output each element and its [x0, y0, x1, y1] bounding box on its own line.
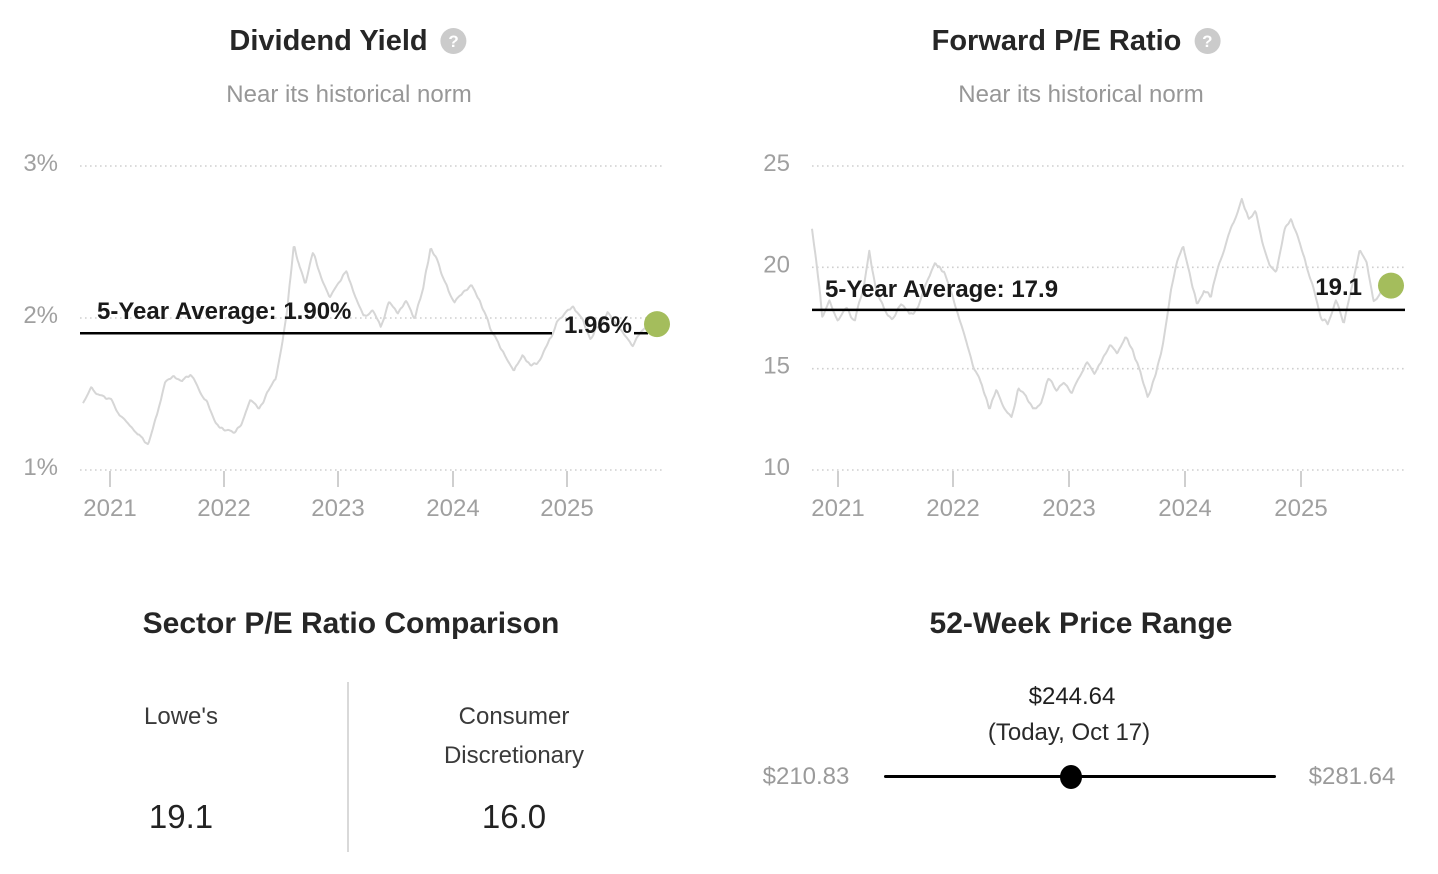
x-axis-label: 2024 — [1158, 495, 1211, 522]
sector-right-label-line1: Consumer — [458, 703, 570, 730]
y-axis-label: 10 — [763, 454, 790, 481]
x-axis-label: 2021 — [83, 495, 136, 522]
current-price: $244.64 — [1028, 683, 1116, 710]
dividend-yield-title: Dividend Yield — [229, 25, 428, 57]
dividend-yield-help-icon[interactable]: ? — [440, 28, 467, 54]
dividend-yield-subtitle: Near its historical norm — [226, 81, 472, 108]
dividend-yield-chart: 3% 2% 1% 2021 2022 2023 2024 2025 5-Year Average… — [23, 150, 670, 522]
current-value-dot — [644, 311, 670, 338]
range-high-label: $281.64 — [1308, 763, 1396, 790]
sector-column-divider — [347, 682, 349, 852]
forward-pe-title: Forward P/E Ratio — [931, 25, 1182, 57]
range-low-label: $210.83 — [762, 763, 850, 790]
current-price-note: (Today, Oct 17) — [987, 719, 1151, 746]
x-axis-label: 2022 — [926, 495, 979, 522]
y-axis-label: 1% — [23, 454, 58, 481]
x-axis-label: 2024 — [426, 495, 479, 522]
y-axis-label: 20 — [763, 251, 790, 278]
sector-right-value: 16.0 — [481, 798, 547, 835]
x-axis-label: 2023 — [311, 495, 364, 522]
average-label: 5-Year Average: 1.90% — [97, 298, 351, 325]
x-axis-label: 2022 — [197, 495, 250, 522]
average-label: 5-Year Average: 17.9 — [825, 276, 1058, 303]
series-line — [811, 197, 1386, 418]
sector-left-label: Lowe's — [144, 703, 218, 730]
series-line — [82, 246, 651, 446]
forward-pe-help-icon[interactable]: ? — [1194, 28, 1221, 54]
forward-pe-chart: 25 20 15 10 2021 2022 2023 2024 2025 5-Year Avera… — [763, 150, 1405, 522]
sector-right-label-line2: Discretionary — [443, 742, 585, 769]
current-value-label: 1.96% — [564, 312, 632, 339]
price-range-marker — [1060, 765, 1083, 789]
x-axis-label: 2025 — [1274, 495, 1327, 522]
x-axis-label: 2025 — [540, 495, 593, 522]
sector-left-value: 19.1 — [148, 798, 214, 835]
forward-pe-header: Forward P/E Ratio ? — [932, 22, 1221, 60]
y-axis-label: 3% — [23, 150, 58, 177]
x-axis-label: 2021 — [811, 495, 864, 522]
x-axis-label: 2023 — [1042, 495, 1095, 522]
price-range-title: 52-Week Price Range — [929, 607, 1233, 640]
current-value-dot — [1378, 272, 1404, 299]
y-axis-label: 2% — [23, 302, 58, 329]
current-value-label: 19.1 — [1315, 274, 1362, 301]
forward-pe-subtitle: Near its historical norm — [958, 81, 1204, 108]
y-axis-label: 25 — [763, 150, 790, 177]
dividend-yield-header: Dividend Yield ? — [229, 22, 467, 60]
y-axis-label: 15 — [763, 353, 790, 380]
sector-right-label: Consumer Discretionary — [444, 697, 584, 775]
sector-pe-title: Sector P/E Ratio Comparison — [142, 607, 560, 640]
